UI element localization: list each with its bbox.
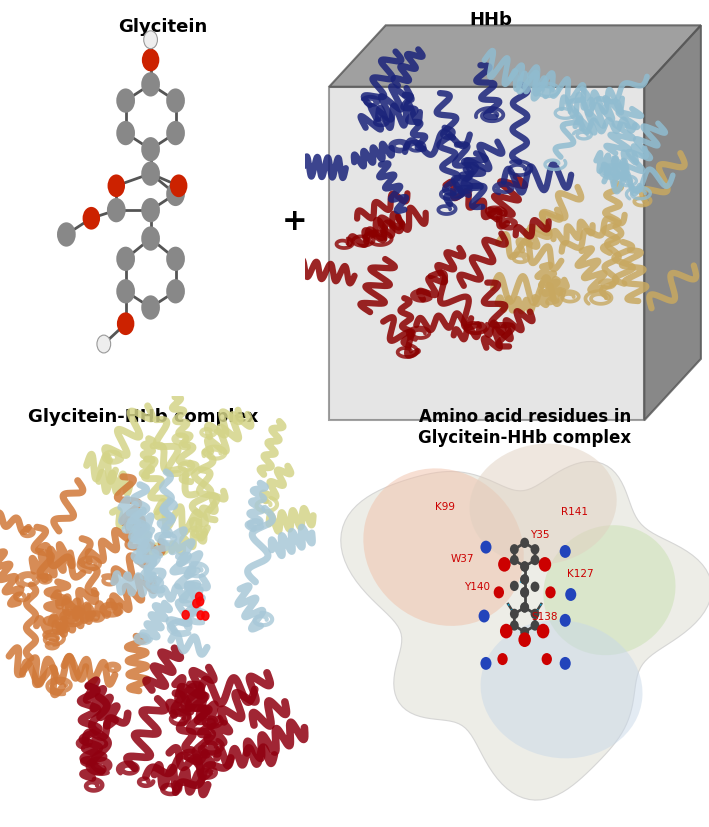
Circle shape	[498, 557, 510, 572]
Circle shape	[141, 296, 160, 320]
Ellipse shape	[469, 444, 617, 565]
Text: K127: K127	[566, 568, 593, 578]
Polygon shape	[341, 462, 709, 801]
Circle shape	[166, 122, 185, 146]
Circle shape	[530, 582, 540, 592]
Circle shape	[141, 73, 160, 98]
Circle shape	[520, 562, 529, 572]
Circle shape	[116, 280, 135, 304]
Circle shape	[520, 562, 529, 572]
Text: HHb: HHb	[469, 11, 512, 29]
Circle shape	[144, 31, 157, 50]
Polygon shape	[329, 26, 701, 88]
Text: +: +	[281, 206, 307, 236]
Text: K99: K99	[435, 502, 455, 512]
Text: Y140: Y140	[464, 581, 490, 591]
Circle shape	[107, 198, 125, 223]
Circle shape	[530, 555, 540, 566]
Circle shape	[202, 612, 209, 620]
Polygon shape	[329, 88, 644, 421]
Circle shape	[116, 89, 135, 113]
Circle shape	[141, 162, 160, 187]
Circle shape	[510, 555, 519, 566]
Circle shape	[166, 280, 185, 304]
Text: Glycitein: Glycitein	[118, 18, 208, 36]
Circle shape	[520, 603, 529, 613]
Circle shape	[510, 581, 519, 591]
Circle shape	[82, 208, 100, 231]
Text: Amino acid residues in
Glycitein-HHb complex: Amino acid residues in Glycitein-HHb com…	[418, 408, 631, 447]
Circle shape	[520, 627, 529, 638]
Circle shape	[537, 624, 549, 638]
Circle shape	[182, 611, 189, 619]
Circle shape	[493, 586, 504, 599]
Circle shape	[116, 247, 135, 271]
Circle shape	[530, 544, 540, 555]
Circle shape	[108, 175, 125, 198]
Text: S138: S138	[532, 611, 558, 621]
Circle shape	[542, 653, 552, 665]
Circle shape	[510, 544, 519, 555]
Text: Y35: Y35	[530, 529, 549, 539]
Circle shape	[559, 614, 571, 627]
Circle shape	[510, 620, 519, 631]
Circle shape	[141, 227, 160, 251]
Circle shape	[500, 624, 513, 638]
Circle shape	[197, 611, 204, 619]
Circle shape	[530, 609, 540, 619]
Circle shape	[539, 557, 551, 572]
Circle shape	[520, 587, 529, 598]
Circle shape	[166, 247, 185, 271]
Circle shape	[196, 593, 203, 601]
Circle shape	[57, 223, 76, 247]
Circle shape	[166, 183, 185, 207]
Circle shape	[170, 175, 187, 198]
Circle shape	[97, 336, 111, 353]
Circle shape	[166, 89, 185, 113]
Circle shape	[481, 541, 491, 554]
Ellipse shape	[543, 525, 676, 656]
Circle shape	[479, 609, 490, 623]
Circle shape	[520, 575, 529, 585]
Ellipse shape	[481, 620, 642, 758]
Circle shape	[481, 657, 491, 670]
Circle shape	[530, 620, 540, 631]
Circle shape	[520, 587, 529, 598]
Circle shape	[116, 122, 135, 146]
Circle shape	[520, 538, 529, 548]
Polygon shape	[644, 26, 701, 421]
Circle shape	[142, 50, 160, 72]
Circle shape	[559, 657, 571, 670]
Text: R141: R141	[561, 506, 588, 516]
Circle shape	[498, 653, 508, 665]
Circle shape	[141, 138, 160, 162]
Circle shape	[510, 609, 519, 619]
Circle shape	[520, 575, 529, 585]
Text: W37: W37	[450, 553, 474, 563]
Circle shape	[117, 313, 135, 336]
Circle shape	[559, 545, 571, 558]
Circle shape	[518, 633, 531, 648]
Ellipse shape	[363, 469, 524, 626]
Circle shape	[193, 600, 200, 608]
Circle shape	[545, 586, 556, 599]
Circle shape	[520, 603, 529, 613]
Text: Glycitein-HHb complex: Glycitein-HHb complex	[28, 408, 259, 426]
Circle shape	[196, 597, 203, 606]
Circle shape	[141, 198, 160, 223]
Circle shape	[565, 588, 576, 601]
